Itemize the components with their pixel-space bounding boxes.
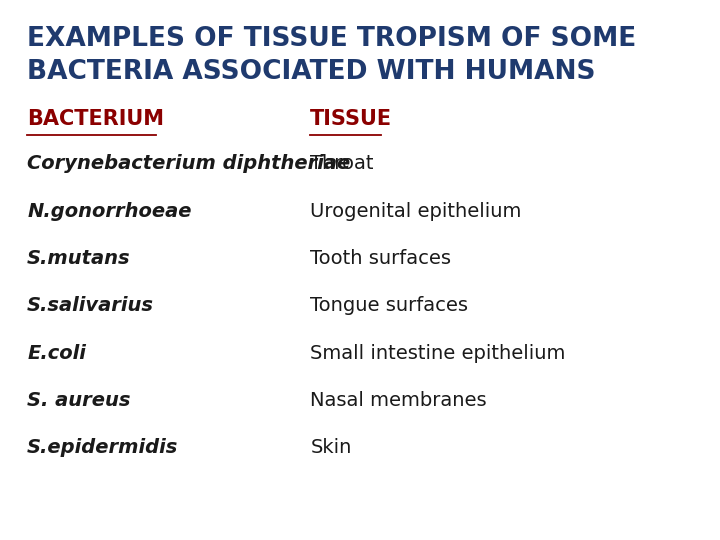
Text: BACTERIUM: BACTERIUM <box>27 109 164 129</box>
Text: TISSUE: TISSUE <box>310 109 392 129</box>
Text: Urogenital epithelium: Urogenital epithelium <box>310 202 522 221</box>
Text: Small intestine epithelium: Small intestine epithelium <box>310 343 566 362</box>
Text: Corynebacterium diphtheriae: Corynebacterium diphtheriae <box>27 154 351 173</box>
Text: Tooth surfaces: Tooth surfaces <box>310 249 451 268</box>
Text: S.epidermidis: S.epidermidis <box>27 438 179 457</box>
Text: S. aureus: S. aureus <box>27 391 130 410</box>
Text: BACTERIA ASSOCIATED WITH HUMANS: BACTERIA ASSOCIATED WITH HUMANS <box>27 59 595 85</box>
Text: Throat: Throat <box>310 154 374 173</box>
Text: S.mutans: S.mutans <box>27 249 131 268</box>
Text: S.salivarius: S.salivarius <box>27 296 154 315</box>
Text: N.gonorrhoeae: N.gonorrhoeae <box>27 202 192 221</box>
Text: Skin: Skin <box>310 438 351 457</box>
Text: Tongue surfaces: Tongue surfaces <box>310 296 468 315</box>
Text: EXAMPLES OF TISSUE TROPISM OF SOME: EXAMPLES OF TISSUE TROPISM OF SOME <box>27 25 636 51</box>
Text: Nasal membranes: Nasal membranes <box>310 391 487 410</box>
Text: E.coli: E.coli <box>27 343 86 362</box>
